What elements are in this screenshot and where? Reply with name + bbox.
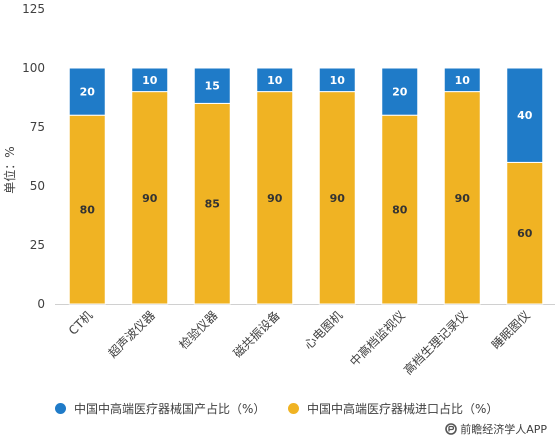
data-label: 40 bbox=[517, 109, 533, 122]
x-tick-label: 检验仪器 bbox=[176, 308, 221, 353]
data-label: 60 bbox=[517, 227, 533, 240]
legend-item-imported: 中国中高端医疗器械进口占比（%） bbox=[288, 400, 498, 417]
data-label: 80 bbox=[392, 204, 408, 217]
y-tick-label: 75 bbox=[30, 120, 45, 134]
x-tick-label: 中高档监视仪 bbox=[346, 308, 408, 370]
x-tick-label: CT机 bbox=[66, 308, 95, 337]
bar-segment-imported bbox=[256, 91, 294, 305]
bar-segment-imported bbox=[506, 161, 544, 305]
data-label: 10 bbox=[455, 74, 471, 87]
x-tick-label: 超声波仪器 bbox=[105, 308, 158, 361]
data-label: 15 bbox=[205, 80, 220, 93]
y-tick-label: 125 bbox=[22, 2, 45, 16]
y-tick-label: 100 bbox=[22, 61, 45, 75]
data-label: 10 bbox=[267, 74, 283, 87]
data-label: 85 bbox=[205, 198, 220, 211]
bar-segment-imported bbox=[443, 91, 481, 305]
x-tick-label: 磁共振设备 bbox=[230, 308, 283, 361]
data-label: 10 bbox=[330, 74, 346, 87]
bar-segment-domestic bbox=[256, 67, 294, 93]
bar-segment-domestic bbox=[193, 67, 231, 104]
bar-segment-domestic bbox=[381, 67, 419, 116]
bar-segment-domestic bbox=[68, 67, 106, 116]
data-labels: 80 20 90 10 85 15 90 10 90 10 80 20 90 10 60 40 bbox=[80, 74, 533, 240]
data-label: 90 bbox=[330, 192, 346, 205]
bar-segment-imported bbox=[68, 114, 106, 305]
data-label: 20 bbox=[392, 86, 408, 99]
bars bbox=[68, 67, 544, 305]
x-tick-label: 睡眠图仪 bbox=[489, 308, 533, 352]
bar-segment-domestic bbox=[443, 67, 481, 93]
stacked-bar-chart: 单位：% 0 25 50 75 100 125 CT机 超声波仪器 检验仪器 磁共振设备 心电图机 中高… bbox=[2, 2, 555, 378]
legend-label-imported: 中国中高端医疗器械进口占比（%） bbox=[307, 402, 499, 416]
x-tick-label: 心电图机 bbox=[302, 308, 346, 352]
bar-segment-domestic bbox=[318, 67, 356, 93]
bar-segment-domestic bbox=[131, 67, 169, 93]
bar-segment-imported bbox=[381, 114, 419, 305]
bar-segment-domestic bbox=[506, 67, 544, 163]
bar-segment-imported bbox=[193, 102, 231, 305]
legend-swatch-imported bbox=[288, 403, 299, 414]
y-tick-label: 50 bbox=[30, 179, 45, 193]
x-tick-label: 高档生理记录仪 bbox=[400, 308, 470, 378]
qianzhan-logo-icon bbox=[445, 423, 458, 435]
y-axis-title: 单位：% bbox=[2, 146, 17, 193]
y-tick-label: 0 bbox=[37, 297, 45, 311]
y-tick-label: 25 bbox=[30, 238, 45, 252]
data-label: 20 bbox=[80, 86, 96, 99]
data-label: 10 bbox=[142, 74, 158, 87]
data-label: 80 bbox=[80, 204, 96, 217]
data-label: 90 bbox=[142, 192, 158, 205]
source-text: 前瞻经济学人APP bbox=[460, 423, 547, 436]
legend-swatch-domestic bbox=[55, 403, 66, 414]
data-label: 90 bbox=[455, 192, 471, 205]
legend-label-domestic: 中国中高端医疗器械国产占比（%） bbox=[74, 402, 266, 416]
source-credit: 前瞻经济学人APP bbox=[445, 421, 547, 437]
legend-item-domestic: 中国中高端医疗器械国产占比（%） bbox=[55, 400, 265, 417]
bar-segment-imported bbox=[131, 91, 169, 305]
data-label: 90 bbox=[267, 192, 283, 205]
